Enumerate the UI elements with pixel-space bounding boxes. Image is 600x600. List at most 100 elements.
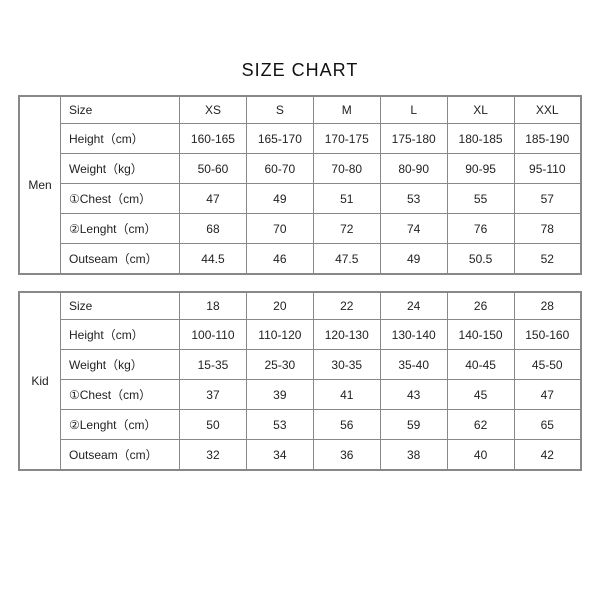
data-cell: 34 [246, 440, 313, 471]
data-cell: 65 [514, 410, 581, 440]
data-cell: 45 [447, 380, 514, 410]
row-label: ②Lenght（cm） [61, 214, 180, 244]
data-cell: 170-175 [313, 124, 380, 154]
data-cell: XS [180, 96, 247, 124]
data-cell: 50 [180, 410, 247, 440]
category-cell: Kid [19, 292, 61, 470]
data-cell: 55 [447, 184, 514, 214]
row-label: Weight（kg） [61, 154, 180, 184]
data-cell: 35-40 [380, 350, 447, 380]
data-cell: 70 [246, 214, 313, 244]
data-cell: 180-185 [447, 124, 514, 154]
data-cell: 50.5 [447, 244, 514, 275]
table-row: ②Lenght（cm）687072747678 [19, 214, 581, 244]
row-label: ①Chest（cm） [61, 184, 180, 214]
data-cell: 40 [447, 440, 514, 471]
data-cell: 40-45 [447, 350, 514, 380]
data-cell: 51 [313, 184, 380, 214]
data-cell: 47 [514, 380, 581, 410]
data-cell: 49 [246, 184, 313, 214]
data-cell: 28 [514, 292, 581, 320]
data-cell: 140-150 [447, 320, 514, 350]
data-cell: 110-120 [246, 320, 313, 350]
data-cell: 175-180 [380, 124, 447, 154]
table-row: ①Chest（cm）373941434547 [19, 380, 581, 410]
data-cell: 22 [313, 292, 380, 320]
data-cell: 53 [246, 410, 313, 440]
table-row: Weight（kg）50-6060-7070-8080-9090-9595-11… [19, 154, 581, 184]
data-cell: 38 [380, 440, 447, 471]
data-cell: 30-35 [313, 350, 380, 380]
table-row: Height（cm）100-110110-120120-130130-14014… [19, 320, 581, 350]
page-title: SIZE CHART [18, 60, 582, 81]
data-cell: 160-165 [180, 124, 247, 154]
data-cell: 46 [246, 244, 313, 275]
data-cell: L [380, 96, 447, 124]
row-label: Outseam（cm） [61, 440, 180, 471]
table-row: KidSize182022242628 [19, 292, 581, 320]
table-row: ①Chest（cm）474951535557 [19, 184, 581, 214]
data-cell: 47.5 [313, 244, 380, 275]
data-cell: 20 [246, 292, 313, 320]
data-cell: 80-90 [380, 154, 447, 184]
row-label: ②Lenght（cm） [61, 410, 180, 440]
data-cell: 36 [313, 440, 380, 471]
data-cell: 18 [180, 292, 247, 320]
data-cell: 43 [380, 380, 447, 410]
data-cell: 72 [313, 214, 380, 244]
data-cell: 41 [313, 380, 380, 410]
row-label: Weight（kg） [61, 350, 180, 380]
size-table-men: MenSizeXSSMLXLXXLHeight（cm）160-165165-17… [18, 95, 582, 275]
data-cell: 37 [180, 380, 247, 410]
row-label: Size [61, 292, 180, 320]
row-label: Outseam（cm） [61, 244, 180, 275]
category-cell: Men [19, 96, 61, 274]
table-row: Outseam（cm）323436384042 [19, 440, 581, 471]
data-cell: 32 [180, 440, 247, 471]
table-row: Height（cm）160-165165-170170-175175-18018… [19, 124, 581, 154]
data-cell: 39 [246, 380, 313, 410]
data-cell: 52 [514, 244, 581, 275]
data-cell: 100-110 [180, 320, 247, 350]
data-cell: 53 [380, 184, 447, 214]
data-cell: XXL [514, 96, 581, 124]
row-label: Size [61, 96, 180, 124]
data-cell: 47 [180, 184, 247, 214]
data-cell: 59 [380, 410, 447, 440]
data-cell: 24 [380, 292, 447, 320]
size-chart-page: SIZE CHART MenSizeXSSMLXLXXLHeight（cm）16… [0, 0, 600, 600]
table-row: ②Lenght（cm）505356596265 [19, 410, 581, 440]
data-cell: 68 [180, 214, 247, 244]
row-label: Height（cm） [61, 320, 180, 350]
data-cell: 62 [447, 410, 514, 440]
data-cell: 49 [380, 244, 447, 275]
data-cell: 185-190 [514, 124, 581, 154]
data-cell: S [246, 96, 313, 124]
data-cell: 78 [514, 214, 581, 244]
data-cell: 44.5 [180, 244, 247, 275]
data-cell: 130-140 [380, 320, 447, 350]
data-cell: 26 [447, 292, 514, 320]
data-cell: 95-110 [514, 154, 581, 184]
data-cell: 42 [514, 440, 581, 471]
data-cell: 70-80 [313, 154, 380, 184]
data-cell: 15-35 [180, 350, 247, 380]
table-row: Weight（kg）15-3525-3030-3535-4040-4545-50 [19, 350, 581, 380]
data-cell: 165-170 [246, 124, 313, 154]
data-cell: M [313, 96, 380, 124]
row-label: Height（cm） [61, 124, 180, 154]
data-cell: 120-130 [313, 320, 380, 350]
data-cell: 57 [514, 184, 581, 214]
size-table-kid: KidSize182022242628Height（cm）100-110110-… [18, 291, 582, 471]
table-row: MenSizeXSSMLXLXXL [19, 96, 581, 124]
data-cell: 76 [447, 214, 514, 244]
data-cell: 56 [313, 410, 380, 440]
data-cell: 25-30 [246, 350, 313, 380]
data-cell: 45-50 [514, 350, 581, 380]
tables-container: MenSizeXSSMLXLXXLHeight（cm）160-165165-17… [18, 95, 582, 471]
data-cell: 50-60 [180, 154, 247, 184]
data-cell: XL [447, 96, 514, 124]
data-cell: 60-70 [246, 154, 313, 184]
data-cell: 90-95 [447, 154, 514, 184]
data-cell: 74 [380, 214, 447, 244]
